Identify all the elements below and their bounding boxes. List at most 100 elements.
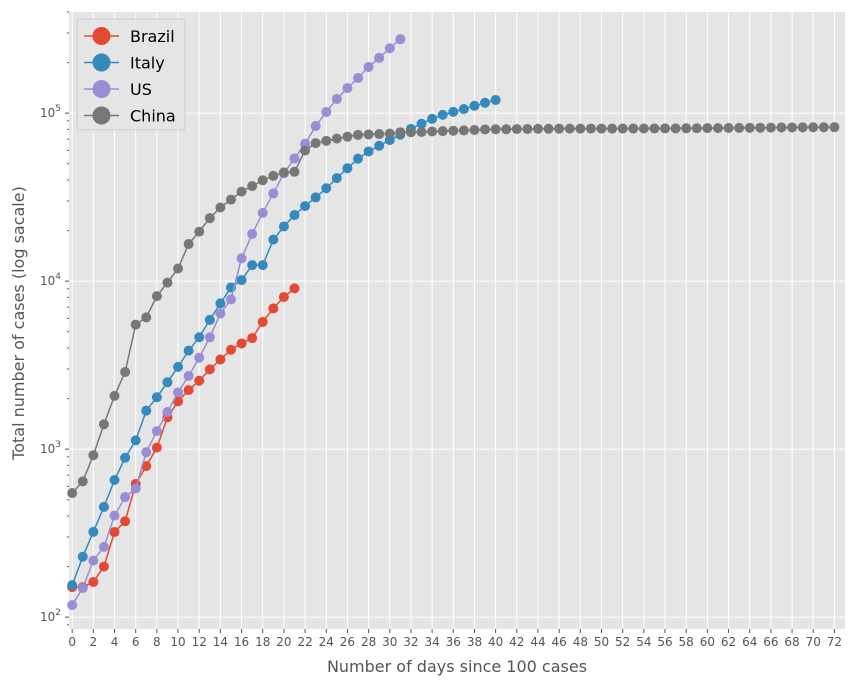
data-point xyxy=(681,123,692,134)
legend-marker xyxy=(92,80,111,98)
legend-entry-brazil: Brazil xyxy=(84,27,175,46)
data-point xyxy=(300,138,311,149)
data-point xyxy=(374,140,385,151)
data-point xyxy=(236,253,247,264)
legend-label: China xyxy=(130,107,176,126)
data-point xyxy=(797,122,808,133)
data-point xyxy=(289,283,300,294)
data-point xyxy=(194,352,205,363)
data-point xyxy=(321,135,332,146)
data-point xyxy=(501,124,512,135)
data-point xyxy=(342,83,353,94)
data-point xyxy=(437,109,448,120)
legend-entry-italy: Italy xyxy=(84,53,165,73)
data-point xyxy=(268,303,279,314)
data-point xyxy=(215,202,226,213)
x-tick-label: 38 xyxy=(467,635,482,649)
data-point xyxy=(162,407,173,418)
data-point xyxy=(353,73,364,84)
data-point xyxy=(151,392,162,403)
data-point xyxy=(141,405,152,416)
x-tick-label: 8 xyxy=(153,635,161,649)
data-point xyxy=(194,226,205,237)
x-tick-label: 34 xyxy=(424,635,439,649)
series-china xyxy=(67,122,840,499)
data-point xyxy=(183,239,194,250)
data-point xyxy=(363,129,374,140)
data-point xyxy=(575,123,586,134)
data-point xyxy=(723,122,734,133)
data-point xyxy=(141,461,152,472)
data-point xyxy=(808,122,819,133)
y-tick-label: 102 xyxy=(40,608,61,624)
legend-label: Italy xyxy=(130,54,165,73)
data-point xyxy=(257,175,268,186)
x-tick-label: 46 xyxy=(552,635,567,649)
data-point xyxy=(194,375,205,386)
data-point xyxy=(109,390,120,401)
x-tick-label: 30 xyxy=(382,635,397,649)
legend-label: US xyxy=(130,80,152,99)
data-point xyxy=(289,153,300,164)
data-point xyxy=(88,526,99,537)
y-axis-ticks: 102 103 104 105 xyxy=(40,104,69,624)
data-point xyxy=(225,294,236,305)
x-tick-label: 16 xyxy=(234,635,249,649)
data-point xyxy=(130,319,141,330)
x-tick-label: 66 xyxy=(763,635,778,649)
data-point xyxy=(331,173,342,184)
data-point xyxy=(109,527,120,538)
data-point xyxy=(691,123,702,134)
data-point xyxy=(543,123,554,134)
data-point xyxy=(532,123,543,134)
data-point xyxy=(607,123,618,134)
data-point xyxy=(151,426,162,437)
data-point xyxy=(384,43,395,54)
data-point xyxy=(480,97,491,108)
data-point xyxy=(310,138,321,149)
data-point xyxy=(257,316,268,327)
data-point xyxy=(98,541,109,552)
data-point xyxy=(702,123,713,134)
data-point xyxy=(183,345,194,356)
data-point xyxy=(585,123,596,134)
x-tick-label: 20 xyxy=(276,635,291,649)
data-point xyxy=(321,183,332,194)
data-point xyxy=(268,188,279,199)
data-point xyxy=(596,123,607,134)
x-tick-label: 58 xyxy=(679,635,694,649)
data-point xyxy=(120,367,131,378)
data-point xyxy=(564,123,575,134)
data-point xyxy=(130,483,141,494)
x-tick-label: 6 xyxy=(132,635,140,649)
x-tick-label: 40 xyxy=(488,635,503,649)
data-point xyxy=(225,194,236,205)
data-point xyxy=(257,207,268,218)
x-tick-label: 56 xyxy=(657,635,672,649)
data-point xyxy=(310,192,321,203)
legend-entry-china: China xyxy=(84,106,176,126)
data-point xyxy=(300,145,311,156)
data-point xyxy=(490,124,501,135)
y-minor-ticks xyxy=(67,11,69,626)
data-point xyxy=(289,166,300,177)
data-point xyxy=(162,277,173,288)
x-axis-ticks: 0 2 4 6 8 10 12 14 16 18 20 22 24 26 28 30 32 34 36 38 40 42 4… xyxy=(68,629,842,649)
x-tick-label: 54 xyxy=(636,635,651,649)
data-point xyxy=(278,292,289,303)
x-axis-label: Number of days since 100 cases xyxy=(327,657,587,676)
data-point xyxy=(427,113,438,124)
data-point xyxy=(204,364,215,375)
data-point xyxy=(247,228,258,239)
legend-entry-us: US xyxy=(84,80,152,99)
data-point xyxy=(353,153,364,164)
x-tick-label: 4 xyxy=(111,635,119,649)
legend-marker xyxy=(92,106,111,125)
x-tick-label: 14 xyxy=(213,635,228,649)
data-point xyxy=(289,210,300,221)
data-point xyxy=(88,576,99,587)
data-point xyxy=(670,123,681,134)
data-point xyxy=(215,354,226,365)
data-point xyxy=(236,186,247,197)
